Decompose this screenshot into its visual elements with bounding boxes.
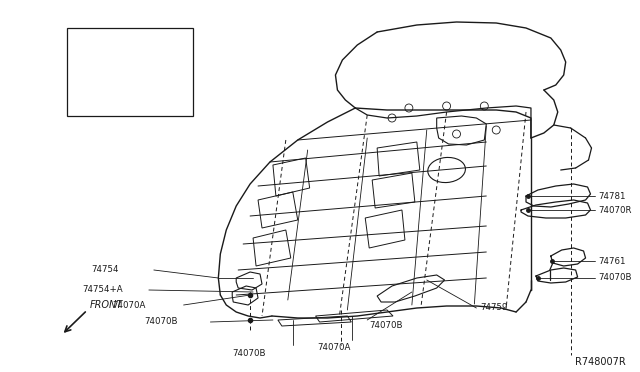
- Bar: [67, 28, 193, 116]
- Text: FRONT: FRONT: [90, 300, 123, 310]
- Text: R748007R: R748007R: [575, 357, 625, 367]
- Text: 74070A: 74070A: [112, 301, 145, 310]
- Text: 74070B: 74070B: [369, 321, 403, 330]
- Text: 74882R: 74882R: [114, 103, 147, 112]
- Text: 74070B: 74070B: [598, 273, 632, 282]
- Text: 74759: 74759: [481, 304, 508, 312]
- Text: 74761: 74761: [598, 257, 626, 266]
- Text: 74070A: 74070A: [317, 343, 351, 353]
- Text: 74781: 74781: [598, 192, 626, 201]
- Text: 74070B: 74070B: [144, 317, 177, 327]
- Text: INSULATOR FUSIBLE: INSULATOR FUSIBLE: [88, 38, 172, 46]
- Text: 74754: 74754: [92, 266, 119, 275]
- Text: 74070R: 74070R: [598, 205, 632, 215]
- Text: 74070B: 74070B: [232, 349, 266, 357]
- Text: 74754+A: 74754+A: [83, 285, 123, 295]
